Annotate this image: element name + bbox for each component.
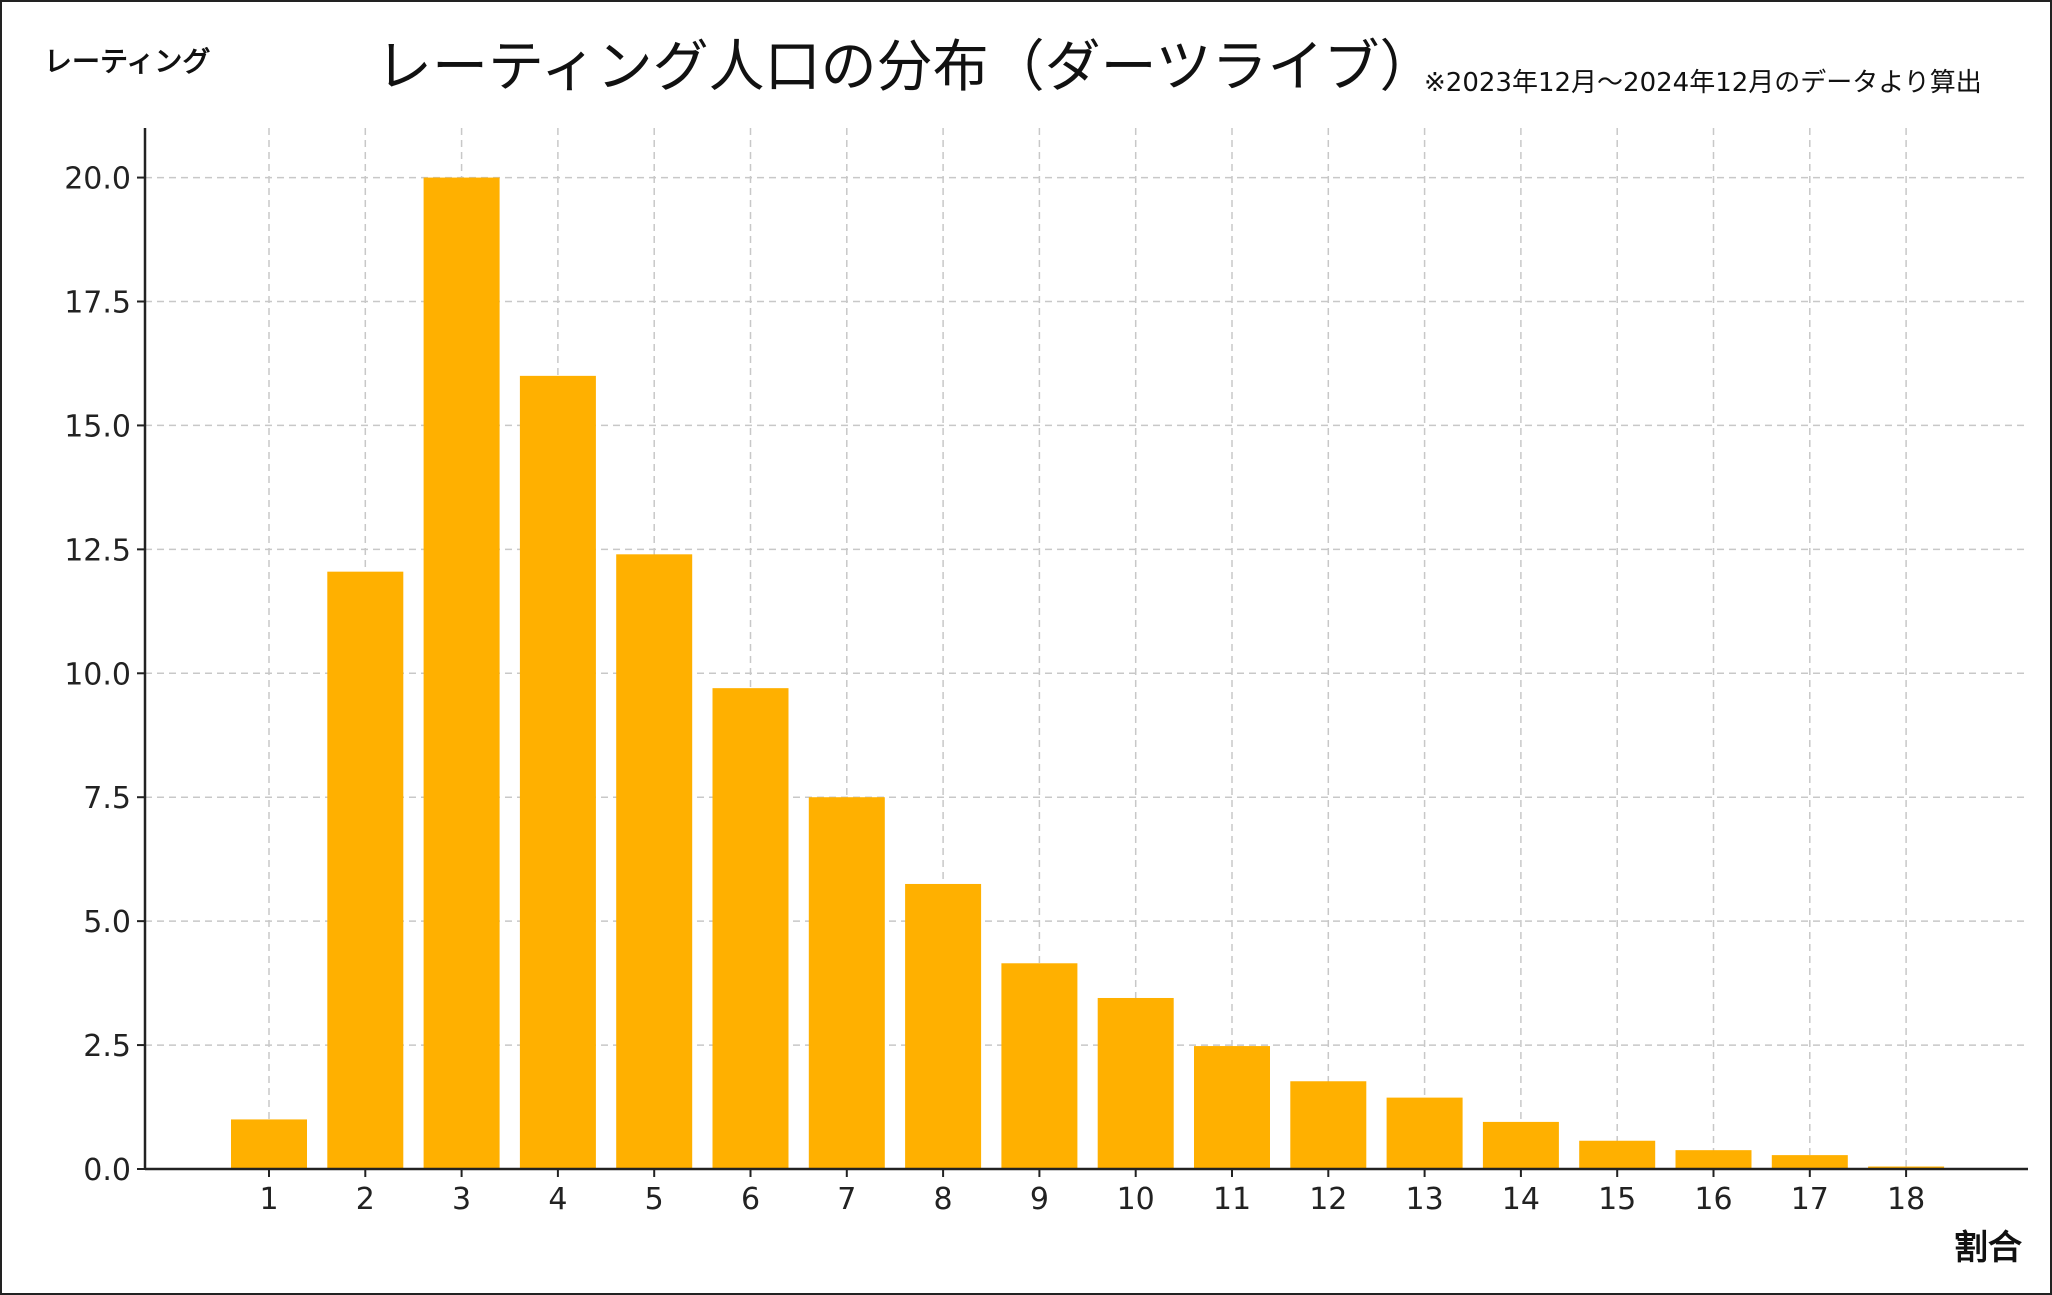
x-tick-label: 16	[1694, 1182, 1732, 1217]
bar-13	[1386, 1097, 1463, 1169]
bar-8	[905, 883, 982, 1169]
x-tick-label: 10	[1117, 1182, 1155, 1217]
y-tick-label: 20.0	[64, 162, 131, 197]
x-tick-label: 7	[837, 1182, 856, 1217]
y-tick-label: 10.0	[64, 657, 131, 692]
x-tick-label: 6	[741, 1182, 760, 1217]
y-tick-label: 0.0	[83, 1153, 131, 1188]
x-tick-label: 1	[259, 1182, 278, 1217]
x-tick-label: 4	[548, 1182, 567, 1217]
bar-15	[1579, 1140, 1656, 1169]
x-tick-label: 9	[1030, 1182, 1049, 1217]
x-tick-label: 2	[356, 1182, 375, 1217]
x-tick-label: 15	[1598, 1182, 1636, 1217]
chart-title: レーティング人口の分布（ダーツライブ）	[376, 35, 1436, 100]
y-tick-label: 7.5	[83, 781, 131, 816]
bars	[231, 177, 1945, 1170]
bar-12	[1290, 1081, 1367, 1169]
chart-note: ※2023年12月〜2024年12月のデータより算出	[1424, 68, 1982, 98]
x-tick-label: 18	[1887, 1182, 1925, 1217]
bar-6	[712, 688, 789, 1169]
x-tick-label: 5	[645, 1182, 664, 1217]
bar-10	[1097, 997, 1174, 1169]
bar-1	[231, 1119, 307, 1169]
y-axis-label: レーティング	[44, 45, 211, 78]
x-tick-label: 12	[1309, 1182, 1347, 1217]
x-axis-label: 割合	[1954, 1228, 2022, 1268]
x-ticks: 1 2 3 4 5 6 7 8 9 10 11 12 13 14 15 16 17 18	[259, 1169, 1925, 1217]
x-tick-label: 11	[1213, 1182, 1251, 1217]
y-tick-label: 15.0	[64, 409, 131, 444]
bar-9	[1001, 963, 1078, 1169]
x-tick-label: 17	[1791, 1182, 1829, 1217]
x-tick-label: 14	[1502, 1182, 1540, 1217]
x-tick-label: 3	[452, 1182, 471, 1217]
bar-3	[423, 177, 500, 1170]
bar-2	[327, 571, 404, 1169]
bar-4	[519, 375, 596, 1169]
bar-7	[808, 797, 885, 1169]
x-tick-label: 8	[934, 1182, 953, 1217]
y-tick-label: 17.5	[64, 286, 131, 321]
y-ticks: 0.0 2.5 5.0 7.5 10.0 12.5 15.0 17.5 20.0	[64, 162, 145, 1188]
bar-14	[1482, 1121, 1559, 1169]
y-tick-label: 12.5	[64, 533, 131, 568]
bar-5	[616, 554, 693, 1169]
y-tick-label: 2.5	[83, 1029, 131, 1064]
bar-11	[1194, 1046, 1270, 1169]
bar-16	[1675, 1150, 1752, 1169]
bar-17	[1771, 1155, 1848, 1169]
x-tick-label: 13	[1406, 1182, 1444, 1217]
y-tick-label: 5.0	[83, 905, 131, 940]
